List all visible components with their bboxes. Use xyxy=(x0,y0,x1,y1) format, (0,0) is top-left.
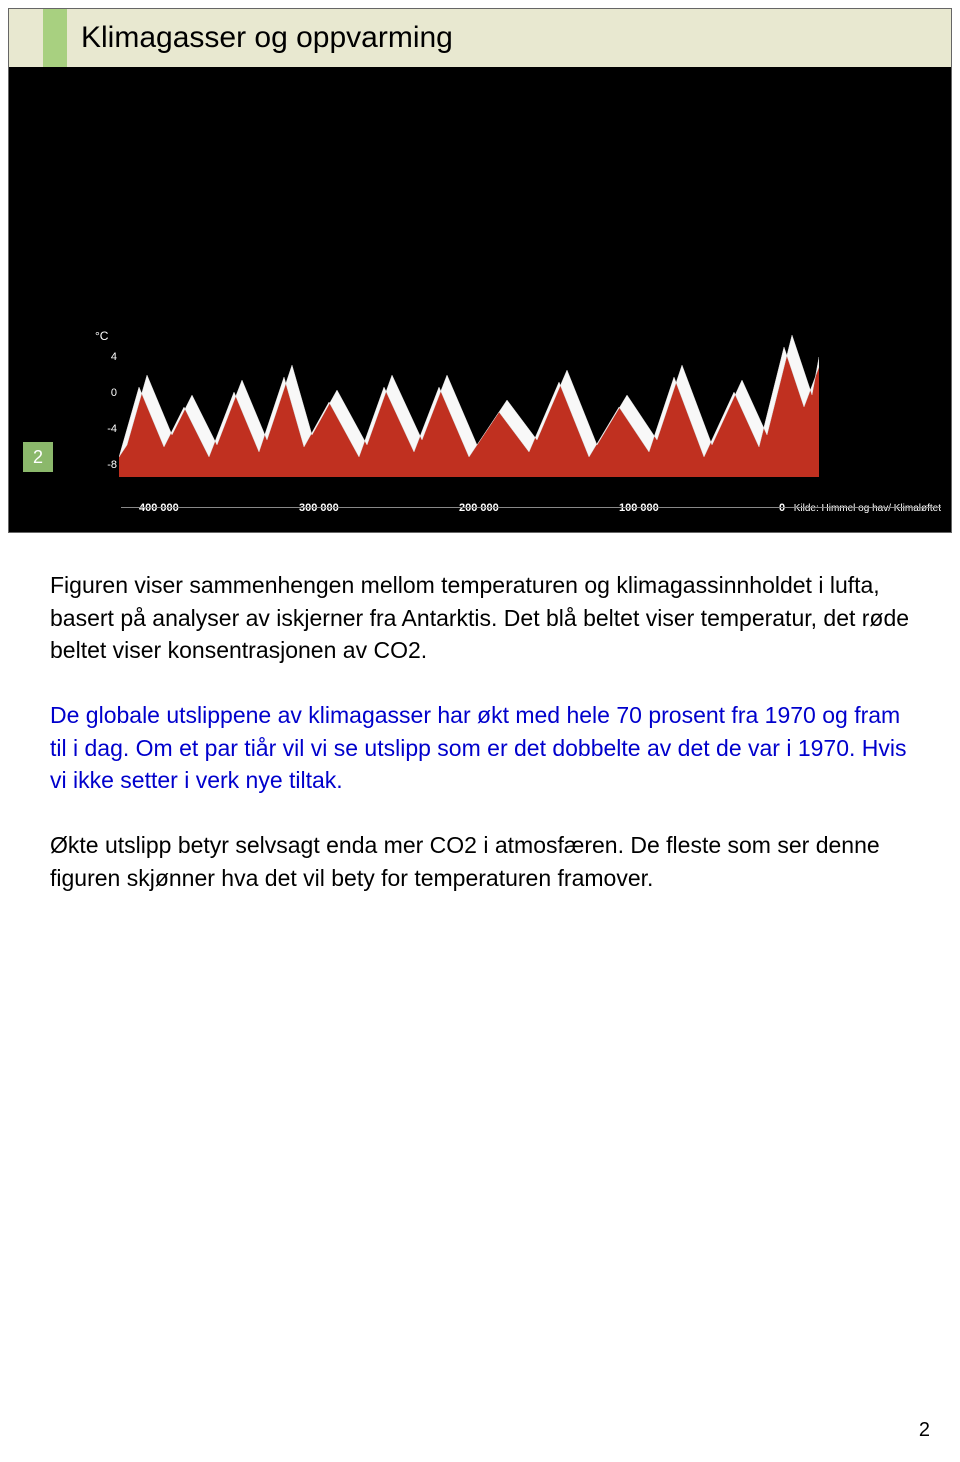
chart-source: Kilde: Himmel og hav/ Klimaløftet xyxy=(794,503,941,514)
x-tick: 200 000 xyxy=(459,502,499,514)
y-tick: -4 xyxy=(97,423,117,435)
y-tick: -8 xyxy=(97,459,117,471)
climate-chart: 2 °C 4 0 -4 -8 400 000 300 000 200 000 1… xyxy=(9,67,951,532)
paragraph-1: Figuren viser sammenhengen mellom temper… xyxy=(50,569,910,667)
accent-bar xyxy=(43,9,67,67)
paragraph-3: Økte utslipp betyr selvsagt enda mer CO2… xyxy=(50,829,910,894)
slide-number-badge: 2 xyxy=(23,442,53,472)
temperature-ribbon xyxy=(119,317,819,497)
x-tick: 0 xyxy=(779,502,785,514)
y-tick: 4 xyxy=(97,351,117,363)
slide-title: Klimagasser og oppvarming xyxy=(81,21,901,55)
x-tick: 300 000 xyxy=(299,502,339,514)
x-tick: 400 000 xyxy=(139,502,179,514)
paragraph-2: De globale utslippene av klimagasser har… xyxy=(50,699,910,797)
page-number: 2 xyxy=(919,1419,930,1442)
y-axis-unit: °C xyxy=(95,329,108,343)
x-tick: 100 000 xyxy=(619,502,659,514)
y-tick: 0 xyxy=(97,387,117,399)
obscured-region xyxy=(661,87,921,317)
body-text: Figuren viser sammenhengen mellom temper… xyxy=(50,569,910,894)
slide-header: Klimagasser og oppvarming xyxy=(9,9,951,67)
slide: Klimagasser og oppvarming 2 °C 4 0 -4 -8… xyxy=(8,8,952,533)
